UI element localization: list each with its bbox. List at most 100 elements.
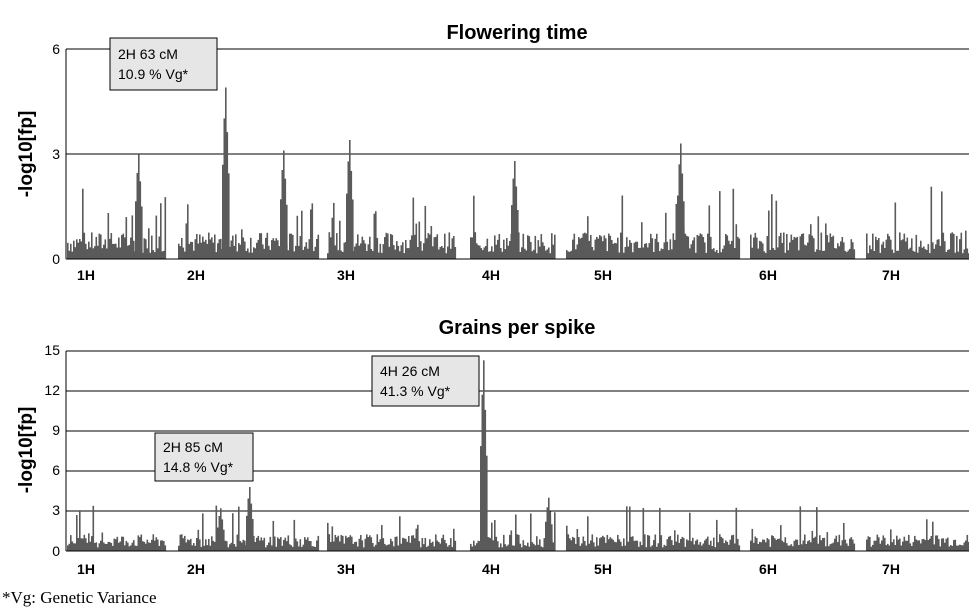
bar [124, 237, 126, 259]
bar [792, 546, 794, 551]
bar [124, 545, 126, 551]
bar [884, 248, 886, 259]
bar [831, 543, 833, 551]
bar [614, 242, 616, 259]
bar [298, 245, 300, 259]
bar [68, 250, 71, 259]
bar [621, 195, 624, 259]
bar [716, 250, 718, 259]
bar [888, 236, 891, 259]
bar [690, 541, 693, 551]
bar [70, 535, 72, 551]
bar [512, 545, 514, 551]
bar [385, 232, 388, 259]
bar [381, 252, 383, 259]
y-tick-label: 12 [44, 382, 60, 398]
bar [698, 544, 700, 551]
peak-bar [249, 487, 251, 551]
bar [342, 252, 344, 259]
bar [432, 541, 434, 551]
bar [608, 233, 610, 259]
bar [154, 252, 156, 259]
peak-bar [548, 497, 550, 551]
bar [242, 539, 245, 551]
bar [917, 252, 919, 259]
bar [635, 540, 637, 551]
bar [536, 536, 538, 551]
bar [376, 237, 379, 259]
bar [852, 539, 854, 551]
bar [641, 222, 643, 259]
bar [734, 248, 736, 259]
bar [844, 539, 847, 551]
bar [754, 232, 757, 259]
bar [357, 546, 359, 551]
bar [494, 520, 496, 551]
bar [509, 534, 511, 551]
bar [310, 209, 312, 259]
bar [867, 536, 870, 551]
bar [194, 239, 197, 259]
bar [654, 534, 657, 551]
bar [486, 238, 489, 259]
bar [832, 235, 835, 259]
peak-bar [223, 529, 225, 551]
bar [674, 530, 676, 551]
bar [391, 541, 394, 551]
bar [772, 536, 775, 551]
bar [308, 239, 311, 259]
bar [476, 243, 478, 259]
bar [650, 546, 652, 551]
bar [364, 243, 367, 259]
bar [629, 506, 631, 551]
bar [899, 538, 901, 551]
bar [885, 545, 888, 551]
bar [789, 545, 791, 551]
bar-series [67, 360, 969, 551]
bar [798, 545, 800, 551]
bar [83, 534, 86, 551]
bar [214, 234, 216, 259]
bar [229, 544, 231, 551]
bar [313, 251, 315, 259]
bar [645, 547, 648, 551]
bar [947, 537, 949, 551]
y-tick-label: 15 [44, 342, 60, 358]
bar [385, 545, 388, 551]
bar [714, 547, 717, 551]
bar [155, 215, 158, 259]
bar [537, 240, 540, 259]
bar [611, 538, 613, 551]
bar [292, 546, 294, 551]
bar [477, 245, 480, 259]
bar [596, 537, 598, 551]
bar [411, 235, 413, 259]
bar [799, 236, 802, 259]
bar [802, 540, 805, 551]
bar [316, 239, 318, 259]
bar [265, 237, 267, 259]
bar [841, 540, 844, 551]
bar [665, 545, 667, 551]
bar [834, 538, 836, 551]
bar-series [67, 87, 969, 260]
bar [731, 535, 733, 551]
bar [713, 248, 715, 259]
bar [104, 543, 107, 551]
bar [810, 224, 812, 259]
bar [405, 538, 407, 551]
bar [841, 237, 844, 259]
bar [966, 248, 969, 259]
bar [406, 248, 409, 259]
bar [421, 250, 424, 259]
bar [632, 536, 634, 551]
bar [908, 534, 910, 551]
bar [179, 534, 182, 551]
bar [415, 528, 418, 551]
bar [236, 534, 239, 551]
bar [311, 203, 314, 259]
bar [206, 243, 209, 259]
bar [630, 536, 633, 551]
peak-bar [349, 140, 351, 259]
bar [200, 546, 203, 551]
